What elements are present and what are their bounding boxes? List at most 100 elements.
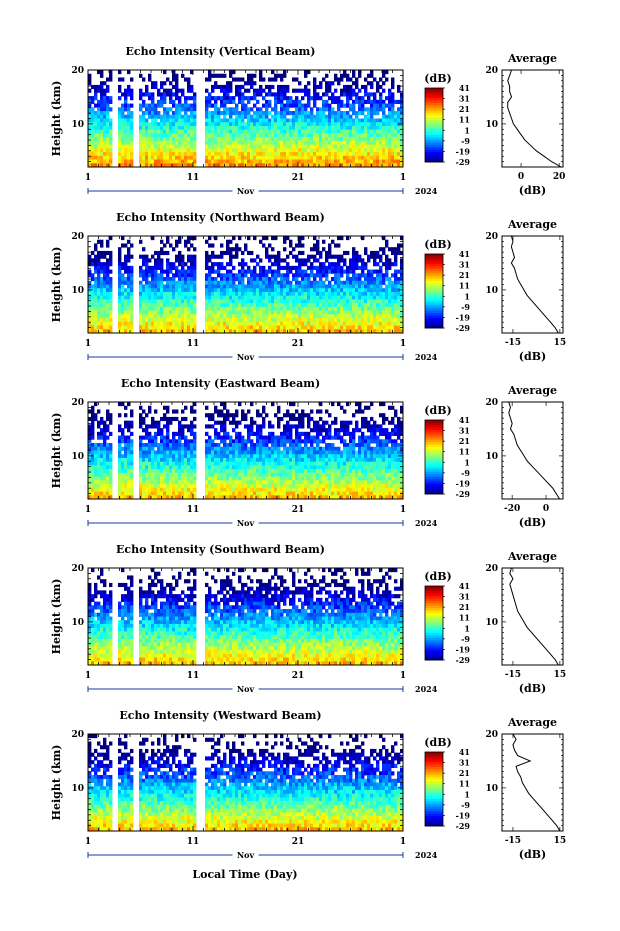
heatmap-cell: [391, 129, 395, 134]
heatmap-cell: [169, 454, 173, 459]
heatmap-cell: [367, 163, 371, 168]
heatmap-cell: [178, 299, 182, 304]
heatmap-cell: [178, 122, 182, 127]
heatmap-cell: [124, 103, 128, 108]
heatmap-cell: [208, 92, 212, 97]
heatmap-cell: [379, 118, 383, 123]
heatmap-cell: [283, 122, 287, 127]
heatmap-cell: [349, 295, 353, 300]
heatmap-cell: [97, 291, 101, 297]
heatmap-cell: [154, 107, 158, 112]
heatmap-cell: [178, 469, 182, 474]
heatmap-cell: [355, 133, 359, 138]
heatmap-cell: [388, 133, 392, 138]
heatmap-cell: [148, 280, 152, 285]
heatmap-cell: [322, 291, 326, 297]
colorbar-segment: [425, 318, 443, 322]
colorbar-segment: [425, 110, 443, 114]
heatmap-cell: [184, 273, 188, 278]
heatmap-cell: [100, 306, 104, 312]
heatmap-cell: [193, 103, 197, 108]
heatmap-cell: [109, 140, 113, 146]
heatmap-cell: [262, 111, 266, 116]
heatmap-cell: [148, 306, 152, 312]
heatmap-cell: [142, 480, 146, 485]
heatmap-cell: [298, 318, 302, 323]
heatmap-cell: [397, 129, 401, 134]
heatmap-cell: [166, 236, 170, 241]
heatmap-cell: [220, 125, 224, 131]
heatmap-cell: [118, 439, 122, 444]
heatmap-cell: [274, 140, 278, 146]
heatmap-cell: [172, 84, 176, 90]
heatmap-cell: [343, 148, 347, 153]
heatmap-cell: [145, 288, 149, 293]
heatmap-cell: [352, 152, 356, 157]
heatmap-cell: [184, 295, 188, 300]
heatmap-cell: [385, 144, 389, 149]
heatmap-cell: [184, 288, 188, 293]
heatmap-cell: [265, 129, 269, 134]
colorbar-segment: [425, 254, 443, 257]
heatmap-cell: [130, 295, 134, 300]
heatmap-cell: [214, 314, 218, 319]
heatmap-cell: [247, 144, 251, 149]
heatmap-cell: [328, 262, 332, 267]
colorbar-segment: [425, 139, 443, 143]
heatmap-cell: [220, 318, 224, 323]
heatmap-cell: [175, 280, 179, 285]
heatmap-cell: [346, 310, 350, 315]
heatmap-cell: [142, 118, 146, 123]
colorbar-segment: [425, 129, 443, 133]
heatmap-cell: [283, 70, 287, 75]
heatmap-cell: [211, 144, 215, 149]
heatmap-cell: [193, 295, 197, 300]
heatmap-cell: [241, 303, 245, 308]
heatmap-cell: [220, 299, 224, 304]
heatmap-cell: [352, 159, 356, 164]
heatmap-cell: [256, 137, 260, 142]
heatmap-cell: [175, 329, 179, 334]
heatmap-cell: [97, 487, 101, 492]
heatmap-cell: [382, 306, 386, 312]
heatmap-cell: [175, 431, 179, 436]
heatmap-cell: [91, 125, 95, 131]
heatmap-cell: [211, 103, 215, 108]
heatmap-cell: [364, 92, 368, 97]
colorbar-segment: [425, 127, 443, 131]
heatmap-cell: [271, 129, 275, 134]
heatmap-cell: [238, 325, 242, 330]
heatmap-cell: [349, 96, 353, 101]
heatmap-cell: [238, 133, 242, 138]
heatmap-cell: [247, 114, 251, 119]
colorbar-segment: [425, 313, 443, 317]
heatmap-cell: [118, 250, 122, 256]
heatmap-cell: [142, 163, 146, 168]
heatmap-cell: [169, 155, 173, 160]
heatmap-cell: [145, 435, 149, 440]
heatmap-cell: [130, 424, 134, 429]
heatmap-cell: [364, 163, 368, 168]
heatmap-cell: [178, 291, 182, 297]
heatmap-cell: [394, 163, 398, 168]
heatmap-cell: [100, 435, 104, 440]
heatmap-cell: [241, 321, 245, 326]
heatmap-cell: [145, 457, 149, 463]
heatmap-cell: [109, 487, 113, 492]
heatmap-cell: [88, 295, 92, 300]
heatmap-cell: [259, 303, 263, 308]
heatmap-cell: [334, 125, 338, 131]
heatmap-cell: [277, 262, 281, 267]
heatmap-cell: [166, 428, 170, 433]
heatmap-cell: [259, 70, 263, 75]
heatmap-cell: [376, 144, 380, 149]
heatmap-cell: [205, 295, 209, 300]
heatmap-cell: [124, 254, 128, 259]
heatmap-cell: [142, 314, 146, 319]
heatmap-cell: [157, 431, 161, 436]
heatmap-cell: [229, 277, 233, 282]
heatmap-cell: [346, 140, 350, 146]
heatmap-cell: [241, 155, 245, 160]
heatmap-cell: [175, 265, 179, 270]
heatmap-cell: [241, 92, 245, 97]
